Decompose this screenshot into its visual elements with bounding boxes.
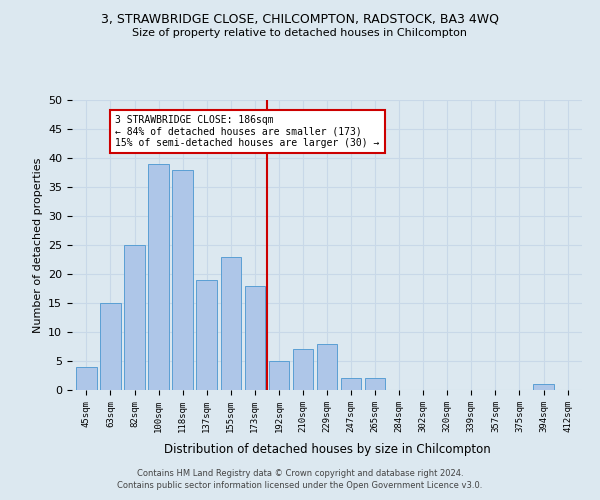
Text: Contains HM Land Registry data © Crown copyright and database right 2024.: Contains HM Land Registry data © Crown c…: [137, 468, 463, 477]
Bar: [365, 378, 385, 390]
Text: 3, STRAWBRIDGE CLOSE, CHILCOMPTON, RADSTOCK, BA3 4WQ: 3, STRAWBRIDGE CLOSE, CHILCOMPTON, RADST…: [101, 12, 499, 26]
Text: 3 STRAWBRIDGE CLOSE: 186sqm
← 84% of detached houses are smaller (173)
15% of se: 3 STRAWBRIDGE CLOSE: 186sqm ← 84% of det…: [115, 114, 380, 148]
Bar: [221, 256, 241, 390]
Bar: [317, 344, 337, 390]
Text: Size of property relative to detached houses in Chilcompton: Size of property relative to detached ho…: [133, 28, 467, 38]
Bar: [533, 384, 554, 390]
Y-axis label: Number of detached properties: Number of detached properties: [32, 158, 43, 332]
X-axis label: Distribution of detached houses by size in Chilcompton: Distribution of detached houses by size …: [164, 443, 490, 456]
Bar: [100, 303, 121, 390]
Bar: [148, 164, 169, 390]
Bar: [124, 245, 145, 390]
Bar: [76, 367, 97, 390]
Bar: [196, 280, 217, 390]
Bar: [269, 361, 289, 390]
Bar: [293, 350, 313, 390]
Bar: [172, 170, 193, 390]
Bar: [245, 286, 265, 390]
Bar: [341, 378, 361, 390]
Text: Contains public sector information licensed under the Open Government Licence v3: Contains public sector information licen…: [118, 481, 482, 490]
